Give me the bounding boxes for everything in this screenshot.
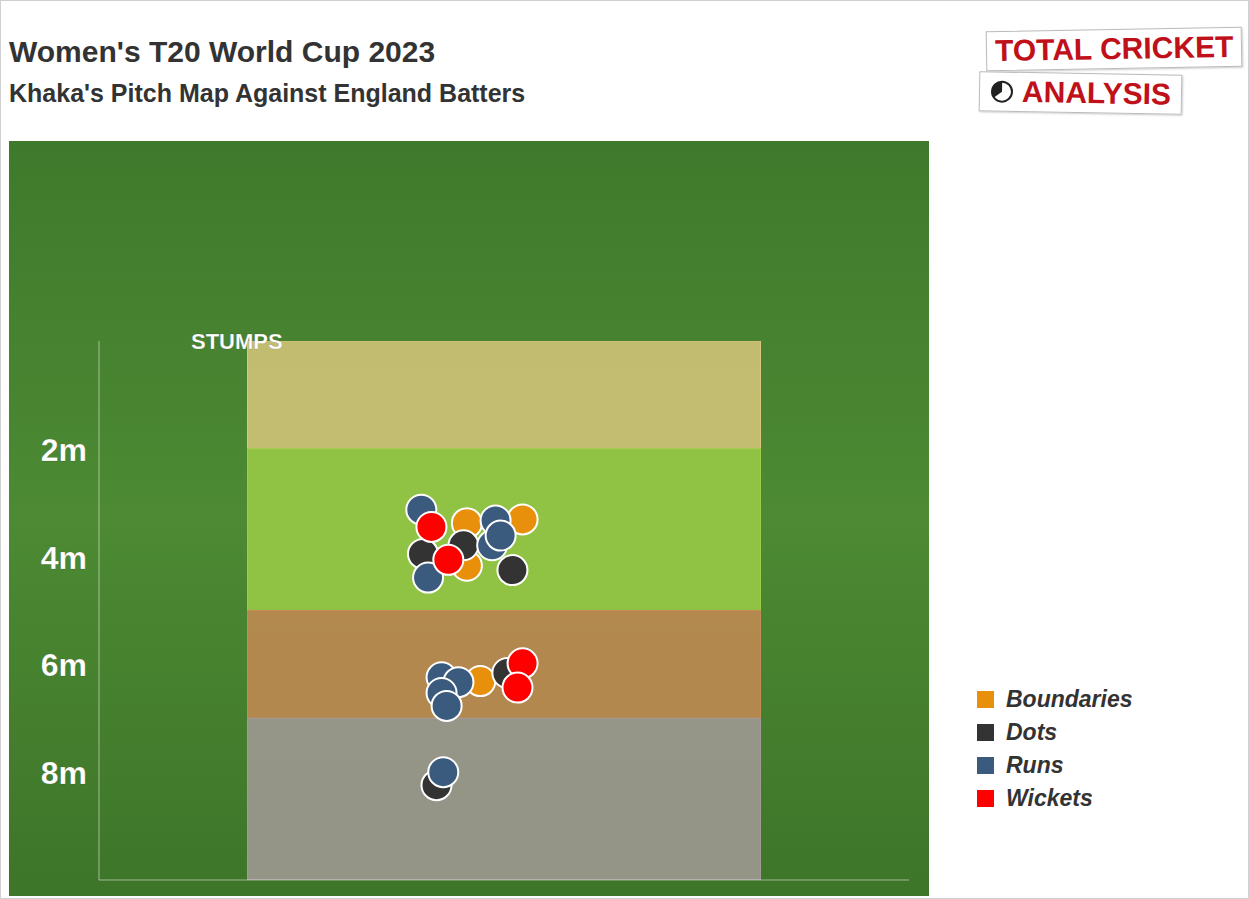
html-text:Women's T20 World Cup 2023: Women's T20 World Cup 2023	[9, 35, 436, 68]
html-text:ANALYSIS: ANALYSIS	[1021, 75, 1172, 111]
html-text:Runs: Runs	[1006, 752, 1064, 778]
html-text:TOTAL CRICKET: TOTAL CRICKET	[994, 29, 1234, 68]
html-text:Dots: Dots	[1006, 719, 1058, 745]
svg-text:4m: 4m	[41, 540, 87, 576]
svg-text:8m: 8m	[41, 755, 87, 791]
svg-text:STUMPS: STUMPS	[191, 329, 283, 354]
html-text:Khaka's Pitch Map Against Engl: Khaka's Pitch Map Against England Batter…	[9, 79, 526, 107]
html-text:Boundaries: Boundaries	[1006, 686, 1133, 712]
svg-text:2m: 2m	[41, 432, 87, 468]
svg-text:6m: 6m	[41, 647, 87, 683]
html-text:Wickets: Wickets	[1006, 785, 1093, 811]
